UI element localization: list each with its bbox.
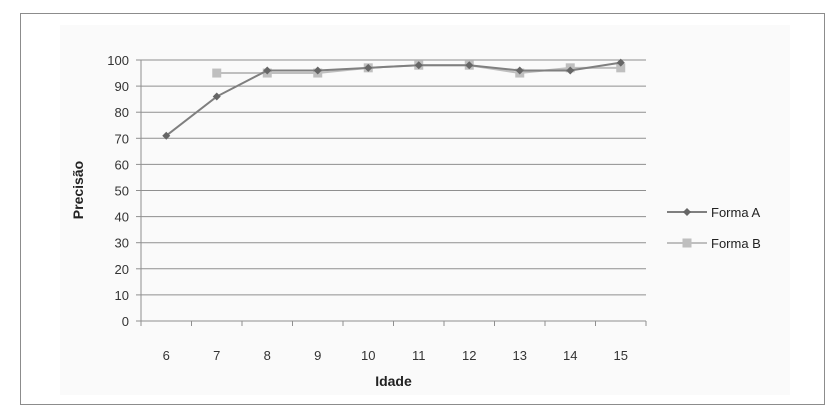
x-axis-title: Idade xyxy=(375,373,412,389)
x-tick-label-8: 8 xyxy=(264,348,271,363)
series-forma-a xyxy=(162,58,625,140)
x-tick-label-10: 10 xyxy=(361,348,375,363)
chart-frame xyxy=(20,13,825,405)
series-layer xyxy=(162,58,626,140)
y-tick-label-10: 10 xyxy=(115,288,129,303)
data-point-6 xyxy=(162,131,171,140)
x-tick-label-11: 11 xyxy=(412,348,426,363)
x-tick-label-9: 9 xyxy=(314,348,321,363)
y-tick-labels: 0 10 20 30 40 50 60 70 80 90 100 xyxy=(107,53,129,329)
legend-label: Forma B xyxy=(711,236,761,251)
y-tick-label-90: 90 xyxy=(115,79,129,94)
data-point-10 xyxy=(364,63,373,72)
x-tick-label-13: 13 xyxy=(513,348,527,363)
data-point-15 xyxy=(616,58,625,67)
data-point-13 xyxy=(515,66,524,75)
data-point-11 xyxy=(414,61,423,70)
y-tick-label-50: 50 xyxy=(115,184,129,199)
data-point-15 xyxy=(616,63,626,73)
legend-label: Forma A xyxy=(711,205,760,220)
legend-marker xyxy=(683,208,691,216)
data-point-8 xyxy=(263,66,272,75)
gridlines xyxy=(136,59,646,322)
series-line xyxy=(165,61,621,137)
y-tick-label-80: 80 xyxy=(115,105,129,120)
data-point-14 xyxy=(566,66,575,75)
y-tick-label-30: 30 xyxy=(115,236,129,251)
legend-item-forma-a: Forma A xyxy=(667,205,760,220)
data-point-7 xyxy=(212,92,221,101)
x-tick-labels: 6 7 8 9 10 11 12 13 14 15 xyxy=(140,321,647,363)
x-tick-label-14: 14 xyxy=(563,348,577,363)
data-point-7 xyxy=(212,68,222,78)
x-tick-label-6: 6 xyxy=(163,348,170,363)
y-tick-label-100: 100 xyxy=(107,53,129,68)
legend-marker xyxy=(682,238,692,248)
y-tick-label-70: 70 xyxy=(115,131,129,146)
y-tick-label-0: 0 xyxy=(122,314,129,329)
y-tick-label-60: 60 xyxy=(115,157,129,172)
y-tick-label-40: 40 xyxy=(115,210,129,225)
x-tick-label-7: 7 xyxy=(213,348,220,363)
legend: Forma A Forma B xyxy=(667,205,761,251)
x-tick-label-12: 12 xyxy=(462,348,476,363)
legend-item-forma-b: Forma B xyxy=(667,236,761,251)
x-tick-label-15: 15 xyxy=(614,348,628,363)
y-tick-label-20: 20 xyxy=(115,262,129,277)
data-point-9 xyxy=(313,66,322,75)
data-point-12 xyxy=(465,61,474,70)
y-axis-title: Precisão xyxy=(70,161,86,219)
plot-background xyxy=(60,25,790,395)
